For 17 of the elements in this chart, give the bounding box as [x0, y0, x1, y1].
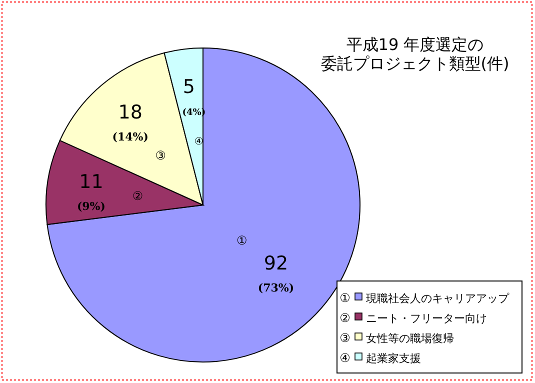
text: ①	[340, 291, 350, 305]
text: ①	[236, 233, 248, 248]
text: ④	[194, 136, 204, 148]
text: ②	[340, 311, 350, 325]
legend-label: 起業家支援	[366, 352, 421, 365]
data-label: 11 (9%)	[76, 171, 106, 214]
legend-label: 現職社会人のキャリアアップ	[366, 292, 510, 305]
legend-label: 女性等の職場復帰	[366, 332, 454, 345]
data-label: 92 (73%)	[258, 252, 294, 294]
text: ④	[340, 351, 350, 365]
data-label: 18 (14%)	[112, 101, 148, 144]
chart-title: 平成19 年度選定の	[346, 35, 484, 54]
text: ③	[340, 331, 350, 345]
text: ③	[155, 148, 166, 162]
text: ②	[132, 189, 144, 204]
chart-subtitle: 委託プロジェクト類型(件)	[320, 54, 510, 73]
legend-label: ニート・フリーター向け	[366, 312, 487, 325]
